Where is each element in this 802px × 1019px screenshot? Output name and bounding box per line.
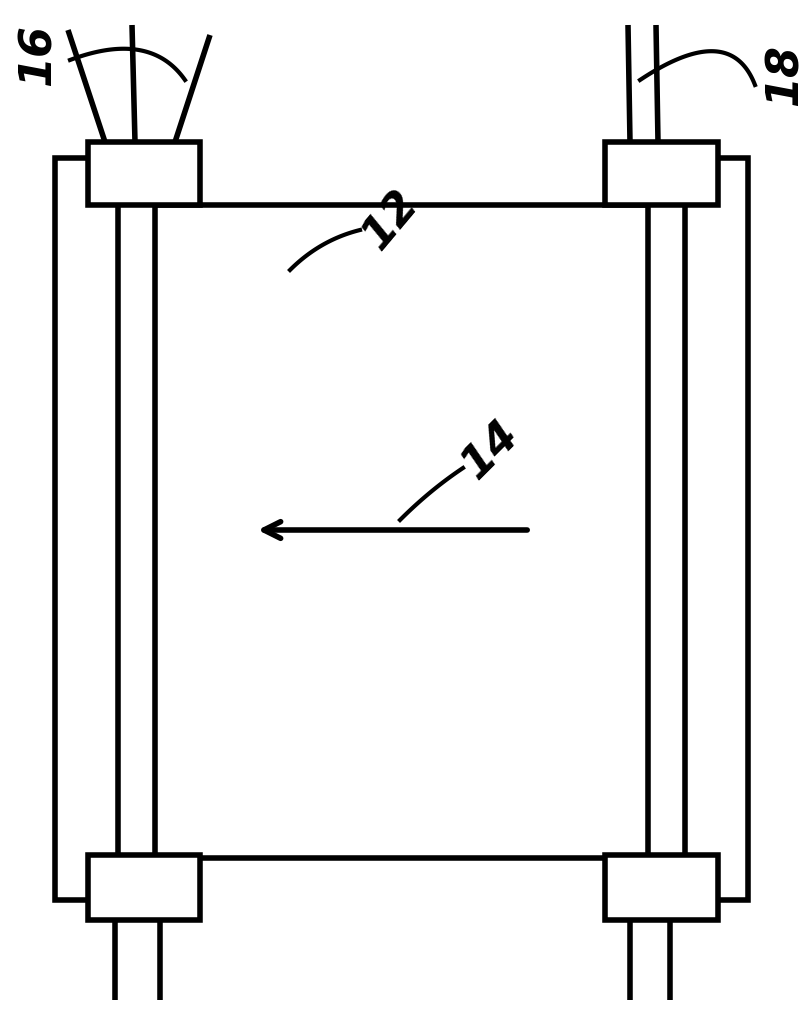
- Text: 12: 12: [353, 182, 426, 258]
- Bar: [155, 205, 647, 858]
- Bar: [88, 855, 200, 920]
- Bar: [88, 142, 200, 205]
- Bar: [604, 855, 717, 920]
- Text: 18: 18: [763, 44, 802, 106]
- Bar: [604, 142, 717, 205]
- Bar: [684, 158, 747, 900]
- Text: 16: 16: [17, 24, 59, 86]
- Text: 14: 14: [452, 413, 526, 487]
- Bar: [55, 158, 118, 900]
